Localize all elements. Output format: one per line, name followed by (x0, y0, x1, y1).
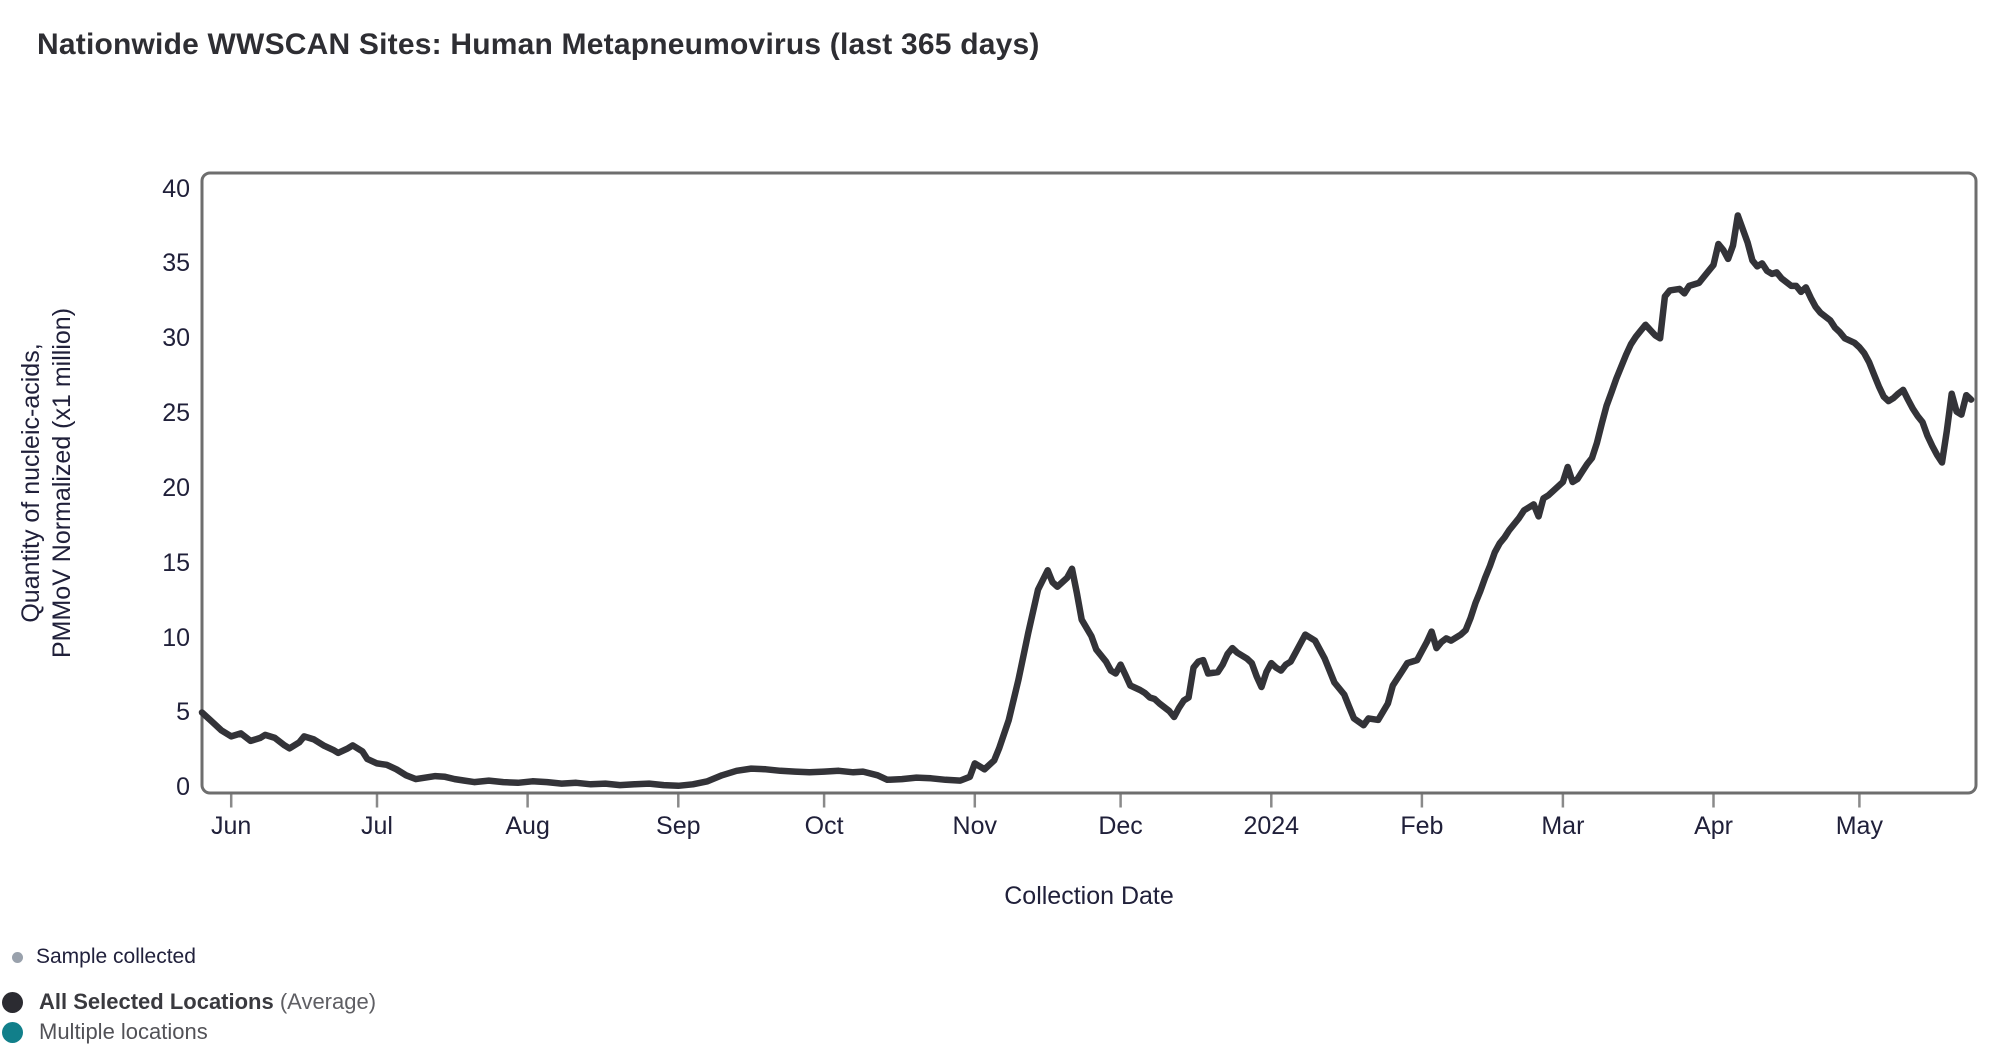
legend-item-all-selected-locations: All Selected Locations (Average) (2, 988, 376, 1016)
y-tick-label: 0 (176, 773, 190, 802)
y-tick-label: 30 (162, 324, 190, 353)
y-axis-title-line1: Quantity of nucleic-acids, (17, 343, 45, 623)
x-tick-label: Mar (1541, 812, 1585, 840)
x-tick-label: Jun (211, 812, 252, 840)
legend-label-multiple-locations: Multiple locations (39, 1019, 208, 1044)
legend-label-average-suffix: (Average) (273, 989, 377, 1014)
legend-label-sample-collected: Sample collected (36, 945, 196, 968)
x-tick-label: Dec (1098, 812, 1143, 840)
sample-collected-dot-icon (12, 951, 23, 963)
x-tick-label: Feb (1400, 812, 1444, 840)
all-locations-dot-icon (2, 991, 23, 1013)
x-tick-label: 2024 (1243, 812, 1300, 840)
x-tick-label: Sep (656, 812, 701, 840)
y-tick-label: 10 (162, 623, 190, 652)
multiple-locations-dot-icon (2, 1021, 23, 1043)
legend-item-sample-collected: Sample collected (12, 943, 196, 971)
y-tick-label: 40 (162, 174, 190, 203)
page-title: Nationwide WWSCAN Sites: Human Metapneum… (37, 28, 1040, 61)
y-axis-title: Quantity of nucleic-acids, PMMoV Normali… (16, 308, 78, 658)
legend-label-all-selected-locations: All Selected Locations (Average) (39, 989, 377, 1014)
x-tick-label: Aug (505, 812, 550, 840)
x-tick-label: Apr (1694, 812, 1733, 840)
y-tick-label: 35 (162, 249, 190, 278)
y-tick-label: 5 (176, 698, 190, 727)
x-tick-label: Jul (360, 812, 393, 840)
legend-item-multiple-locations: Multiple locations (2, 1018, 208, 1046)
x-axis-title: Collection Date (1004, 882, 1174, 910)
y-tick-label: 25 (162, 399, 190, 428)
x-tick-label: Nov (952, 812, 998, 840)
y-tick-label: 15 (162, 548, 190, 577)
x-tick-label: May (1835, 812, 1883, 840)
x-tick-label: Oct (804, 812, 844, 840)
y-tick-label: 20 (162, 473, 190, 502)
y-axis-title-line2: PMMoV Normalized (x1 million) (48, 307, 76, 659)
